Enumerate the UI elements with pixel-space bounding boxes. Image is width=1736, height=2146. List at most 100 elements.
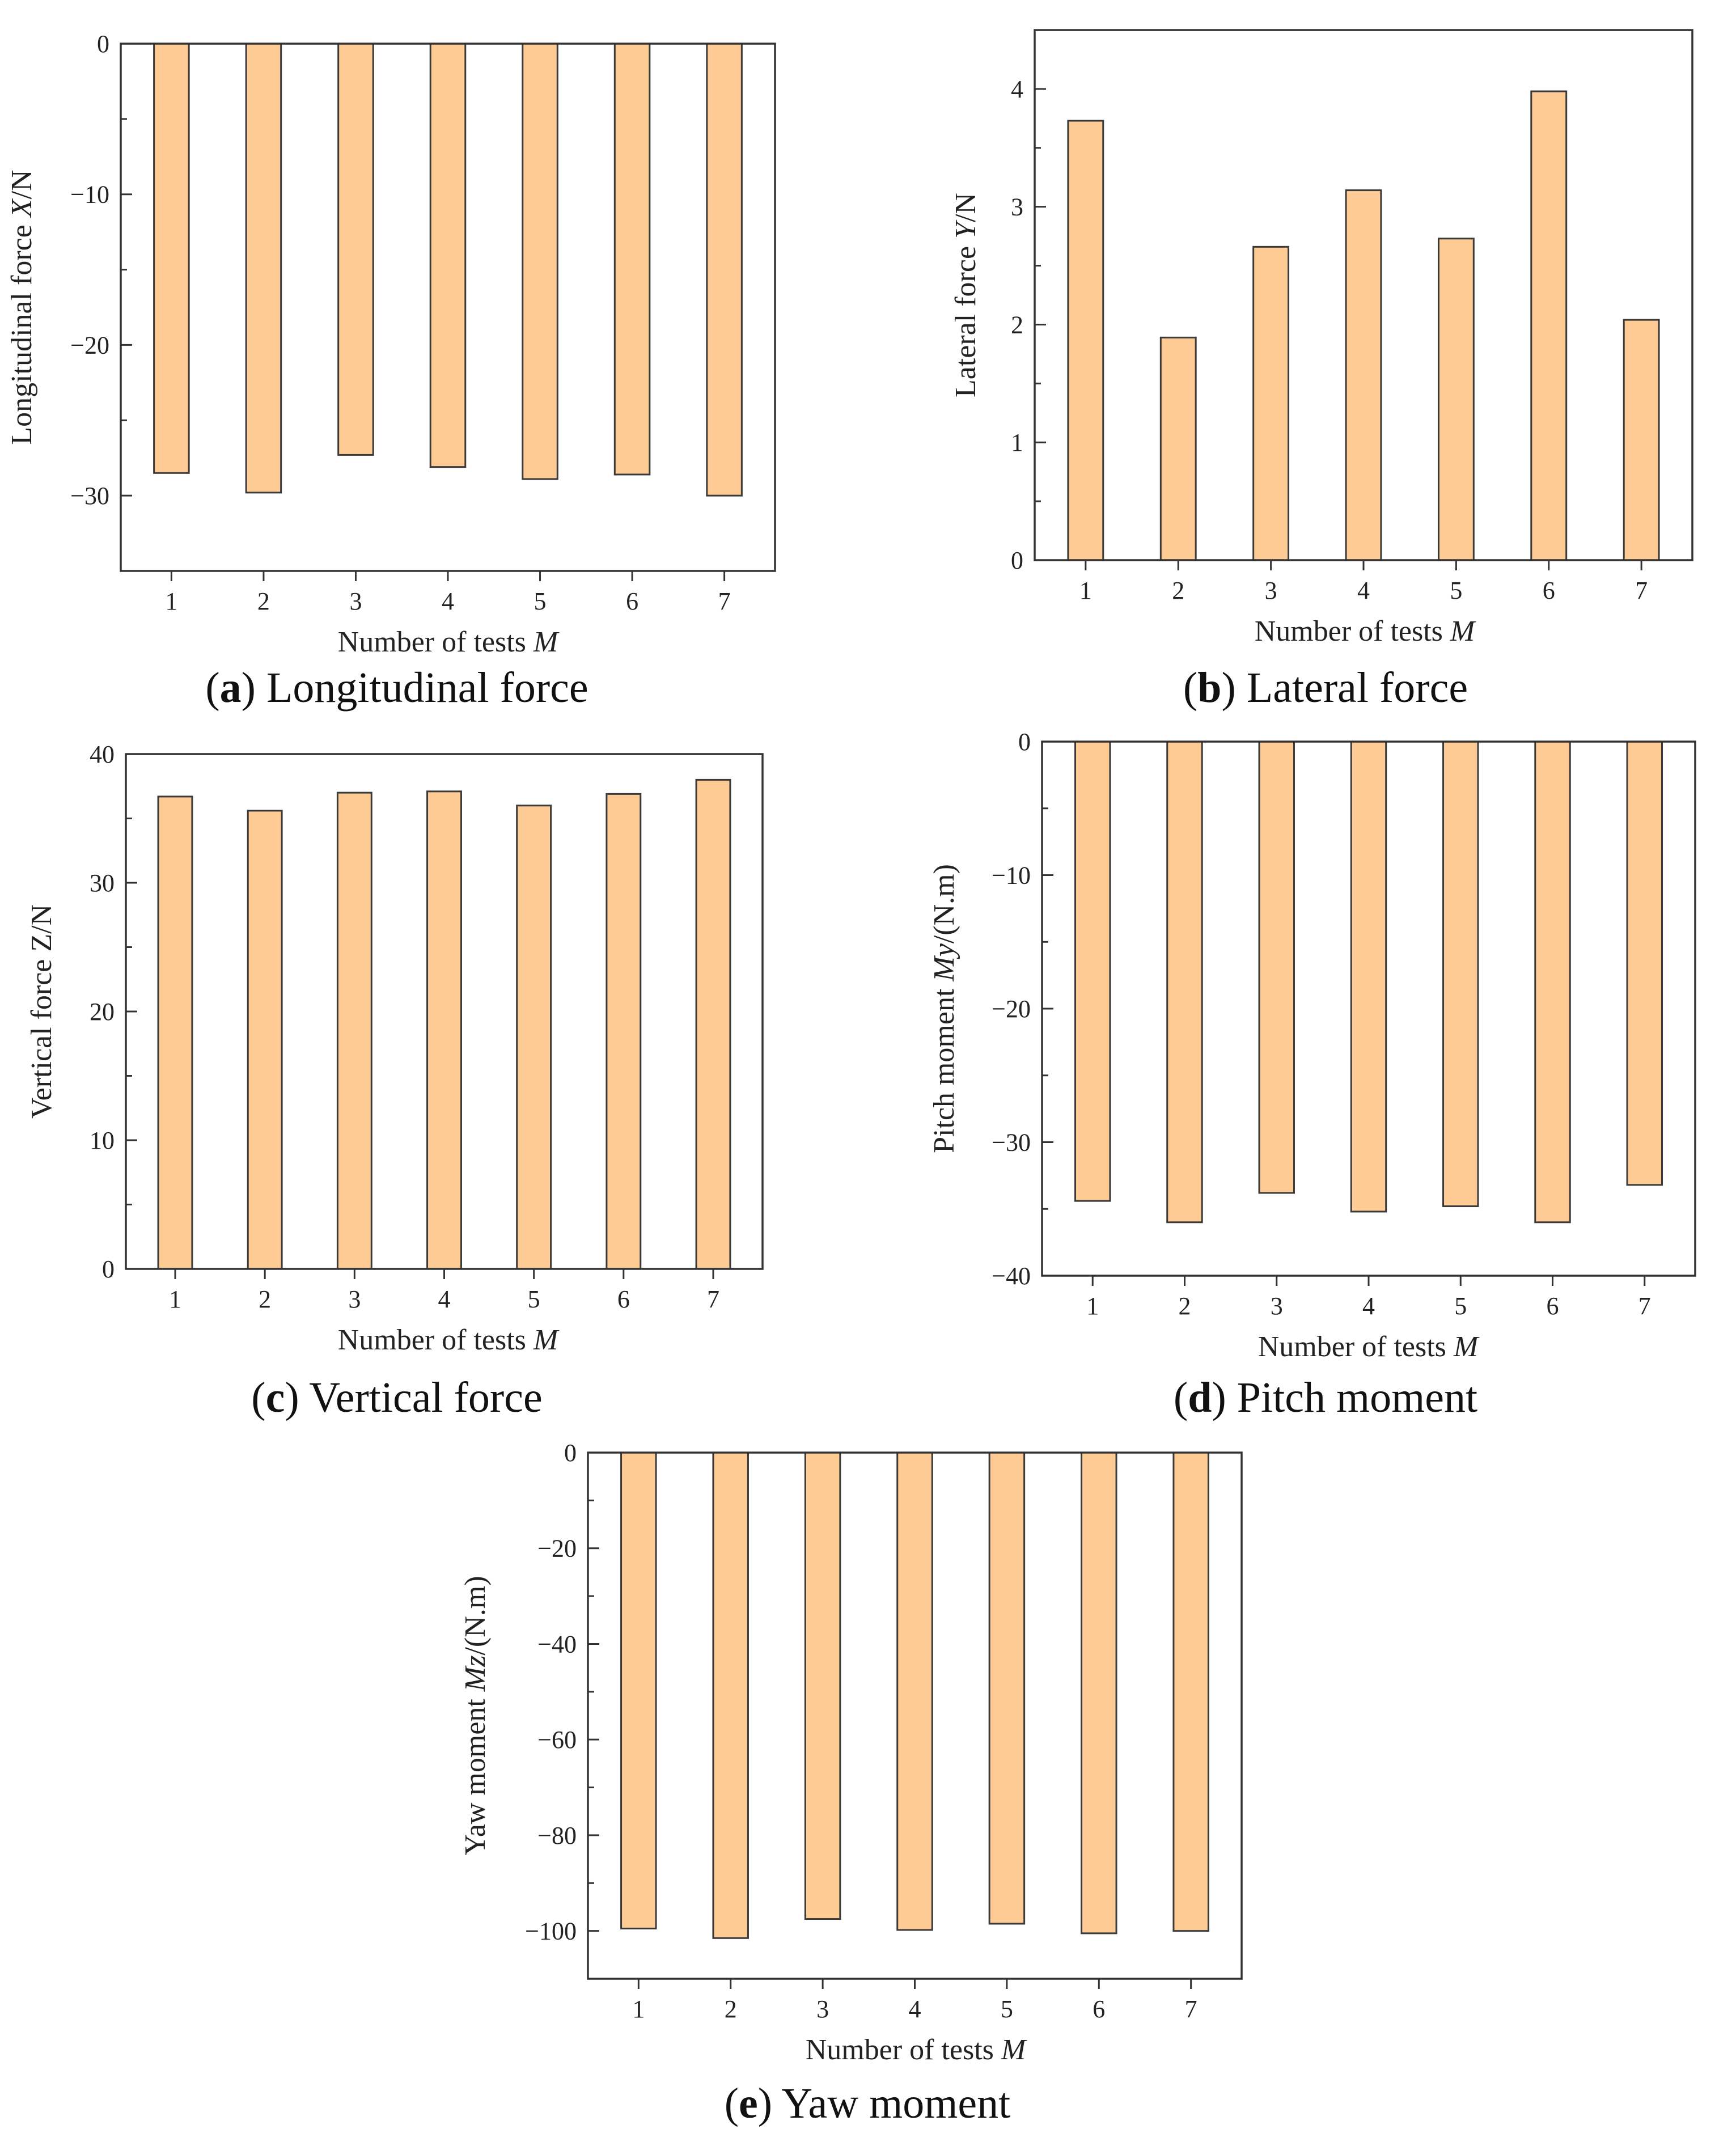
y-axis-label-d: Pitch moment My/(N.m): [928, 864, 960, 1153]
x-tick-label-d-5: 5: [1454, 1292, 1467, 1320]
x-tick-label-d-3: 3: [1271, 1292, 1283, 1320]
plot-frame-d: [1041, 740, 1696, 1277]
y-tick-label-d: 0: [1018, 728, 1031, 756]
bar-c-5: [516, 805, 552, 1270]
chart-panel-e: 1 2 3 4 5 6 7 0 −20 −40 −60 −80 −100 Number of tests …: [459, 1439, 1243, 2127]
bar-b-5: [1437, 238, 1475, 561]
x-tick-label-a-7: 7: [718, 587, 731, 615]
bar-b-2: [1159, 336, 1197, 561]
chart-panel-b: 1 2 3 4 5 6 7 0 1 2 3 4 Number of tests M Lateral for…: [950, 29, 1693, 712]
caption-d: (d) Pitch moment: [1174, 1374, 1477, 1421]
x-tick-label-c-3: 3: [348, 1285, 361, 1313]
y-tick-label-e: −100: [525, 1918, 577, 1945]
y-tick-label-d: −10: [992, 862, 1031, 890]
bar-a-7: [706, 43, 743, 497]
plot-frame-e: [587, 1451, 1243, 1980]
bar-e-2: [712, 1451, 749, 1939]
caption-c: (c) Vertical force: [251, 1374, 542, 1421]
bar-e-1: [620, 1451, 657, 1929]
x-tick-label-b-4: 4: [1357, 577, 1370, 604]
y-tick-label-e: −80: [537, 1822, 577, 1849]
bar-b-7: [1623, 319, 1660, 561]
bar-c-7: [695, 778, 731, 1270]
plot-frame-c: [125, 753, 764, 1270]
x-axis-label-a: Number of tests M: [338, 626, 560, 658]
x-tick-label-e-6: 6: [1093, 1995, 1105, 2023]
y-axis-label-c: Vertical force Z/N: [26, 904, 58, 1119]
x-tick-label-a-2: 2: [257, 587, 270, 615]
bar-b-1: [1067, 120, 1104, 561]
bar-b-6: [1530, 90, 1568, 561]
bar-d-5: [1442, 740, 1479, 1208]
x-tick-label-b-3: 3: [1265, 577, 1277, 604]
x-tick-label-e-4: 4: [909, 1995, 921, 2023]
bar-d-6: [1534, 740, 1571, 1224]
bar-a-4: [429, 43, 467, 468]
chart-panel-a: 1 2 3 4 5 6 7 0 −10 −20 −30 Number of tests M Longit…: [6, 30, 776, 712]
x-tick-label-d-6: 6: [1547, 1292, 1559, 1320]
bar-a-6: [613, 43, 651, 476]
y-axis-label-e: Yaw moment Mz/(N.m): [459, 1576, 492, 1855]
bar-d-4: [1350, 740, 1387, 1213]
bar-e-5: [988, 1451, 1026, 1925]
x-tick-label-a-6: 6: [626, 587, 638, 615]
bar-a-5: [522, 43, 558, 480]
y-tick-label-e: −40: [537, 1630, 577, 1658]
x-tick-label-d-2: 2: [1178, 1292, 1191, 1320]
x-tick-label-c-7: 7: [707, 1285, 719, 1313]
x-tick-label-c-1: 1: [169, 1285, 181, 1313]
bar-e-3: [804, 1451, 841, 1920]
x-tick-label-e-1: 1: [632, 1995, 645, 2023]
x-tick-label-a-4: 4: [442, 587, 454, 615]
y-tick-label-e: 0: [564, 1439, 577, 1467]
x-tick-label-d-7: 7: [1638, 1292, 1651, 1320]
bar-a-3: [337, 43, 374, 456]
bar-d-3: [1258, 740, 1295, 1194]
bar-d-7: [1626, 740, 1663, 1186]
bar-c-4: [426, 790, 462, 1270]
x-tick-label-e-3: 3: [816, 1995, 829, 2023]
y-tick-label-c: 20: [90, 998, 115, 1026]
x-axis-label-c: Number of tests M: [338, 1324, 560, 1356]
x-axis-label-d: Number of tests M: [1258, 1331, 1480, 1363]
bar-b-3: [1252, 246, 1290, 561]
chart-panel-d: 1 2 3 4 5 6 7 0 −10 −20 −30 −40 Number of tests M Pit…: [928, 728, 1696, 1421]
x-tick-label-c-2: 2: [259, 1285, 271, 1313]
y-tick-label-b: 2: [1011, 311, 1023, 338]
y-tick-label-c: 10: [90, 1127, 115, 1154]
y-tick-label-a: −20: [70, 331, 109, 359]
bar-b-4: [1345, 189, 1382, 561]
x-tick-label-b-6: 6: [1543, 577, 1555, 604]
y-tick-label-e: −60: [537, 1726, 577, 1754]
y-tick-label-b: 0: [1011, 547, 1023, 574]
bar-c-6: [606, 793, 642, 1270]
y-tick-label-a: 0: [97, 30, 109, 58]
y-tick-label-c: 40: [90, 740, 115, 768]
bar-a-1: [153, 43, 190, 474]
plot-frame-a: [120, 43, 776, 572]
x-tick-label-e-2: 2: [725, 1995, 737, 2023]
bar-d-1: [1074, 740, 1111, 1202]
x-tick-label-b-5: 5: [1450, 577, 1462, 604]
chart-panel-c: 1 2 3 4 5 6 7 0 10 20 30 40 Number of tests M Vertica…: [26, 740, 764, 1421]
x-tick-label-a-1: 1: [165, 587, 177, 615]
y-tick-label-c: 30: [90, 869, 115, 897]
y-tick-label-e: −20: [537, 1535, 577, 1563]
y-tick-label-b: 4: [1011, 75, 1023, 103]
y-tick-label-b: 1: [1011, 429, 1023, 456]
x-tick-label-a-3: 3: [349, 587, 362, 615]
y-tick-label-d: −30: [992, 1129, 1031, 1157]
y-axis-label-a: Longitudinal force X/N: [6, 170, 38, 445]
x-axis-label-e: Number of tests M: [806, 2034, 1027, 2066]
x-tick-label-e-7: 7: [1185, 1995, 1197, 2023]
y-tick-label-a: −30: [70, 482, 109, 510]
y-tick-label-c: 0: [102, 1255, 115, 1283]
x-tick-label-c-4: 4: [438, 1285, 451, 1313]
x-tick-label-d-1: 1: [1086, 1292, 1099, 1320]
caption-b: (b) Lateral force: [1183, 664, 1468, 712]
bar-d-2: [1166, 740, 1203, 1224]
bar-c-3: [336, 791, 372, 1270]
x-tick-label-a-5: 5: [534, 587, 547, 615]
y-axis-label-b: Lateral force Y/N: [950, 193, 982, 397]
